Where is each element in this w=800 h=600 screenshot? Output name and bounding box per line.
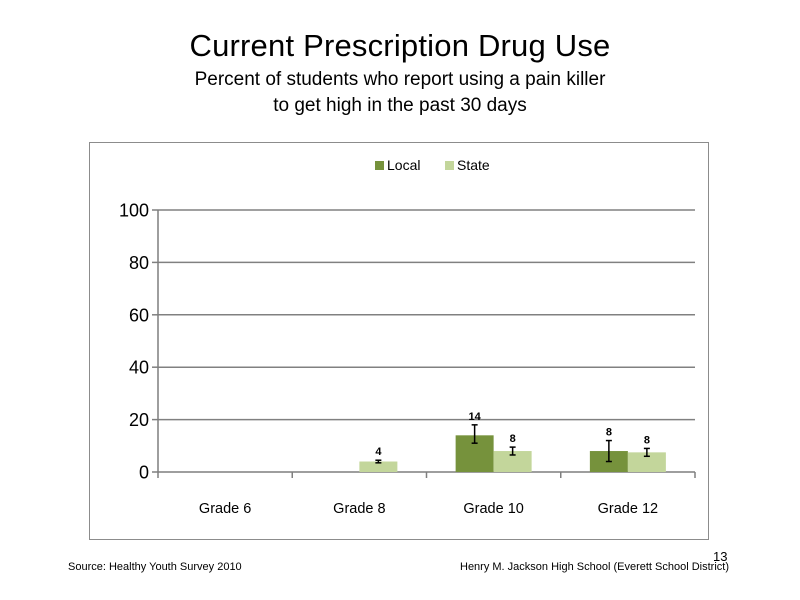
y-tick-label: 0 [139, 463, 149, 483]
category-label: Grade 8 [333, 501, 385, 517]
legend-swatch [445, 161, 454, 170]
bar-state [493, 451, 532, 472]
category-label: Grade 10 [463, 501, 523, 517]
y-tick-label: 40 [129, 358, 149, 378]
category-label: Grade 12 [598, 501, 658, 517]
page-number: 13 [713, 549, 728, 564]
school-name: Henry M. Jackson High School (Everett Sc… [460, 561, 729, 573]
slide-title: Current Prescription Drug Use [189, 28, 611, 63]
y-tick-label: 20 [129, 410, 149, 430]
data-label: 8 [644, 434, 650, 446]
y-tick-label: 60 [129, 305, 149, 325]
y-tick-label: 100 [119, 201, 149, 221]
legend-swatch [375, 161, 384, 170]
bar-state [359, 461, 398, 472]
data-label: 14 [469, 411, 482, 423]
data-label: 8 [606, 427, 612, 439]
bar-state [627, 452, 666, 472]
category-label: Grade 6 [199, 501, 251, 517]
data-label: 8 [510, 433, 516, 445]
data-label: 4 [375, 446, 382, 458]
y-tick-label: 80 [129, 253, 149, 273]
chart-frame [89, 142, 709, 540]
subtitle-line-1: Percent of students who report using a p… [194, 69, 606, 90]
legend-label: State [457, 157, 490, 173]
subtitle-line-2: to get high in the past 30 days [273, 95, 527, 116]
legend-label: Local [387, 157, 420, 173]
slide-subtitle: Percent of students who report using a p… [0, 67, 800, 119]
source-note: Source: Healthy Youth Survey 2010 [68, 561, 242, 573]
